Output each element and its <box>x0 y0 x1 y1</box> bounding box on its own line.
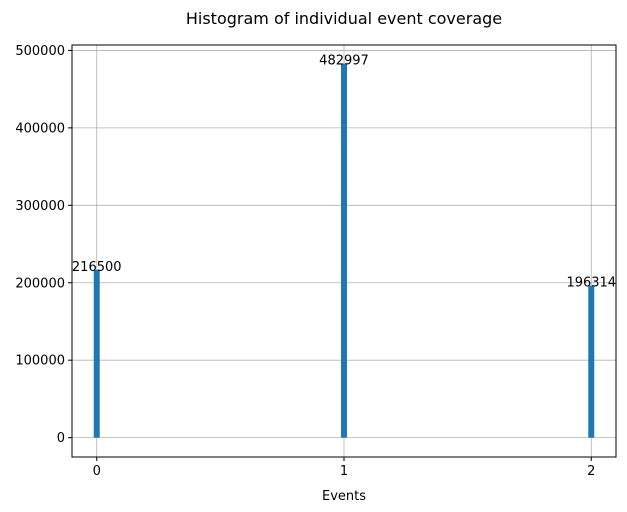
y-tick-label: 500000 <box>15 44 65 59</box>
y-tick-label: 100000 <box>15 354 65 369</box>
x-axis: 0 1 2 <box>93 457 595 479</box>
bar-layer <box>93 63 595 438</box>
bar-data-label: 482997 <box>319 54 369 69</box>
x-tick-label: 2 <box>587 464 595 479</box>
y-tick-label: 400000 <box>15 121 65 136</box>
bar-data-label: 196314 <box>566 276 616 291</box>
data-label-layer: 216500 482997 196314 <box>72 54 616 291</box>
y-tick-label: 300000 <box>15 199 65 214</box>
histogram-bar <box>588 285 595 438</box>
y-axis: 0 100000 200000 300000 400000 500000 <box>15 44 72 446</box>
histogram-bar <box>93 269 100 438</box>
x-tick-label: 0 <box>93 464 101 479</box>
x-tick-label: 1 <box>340 464 348 479</box>
y-tick-label: 0 <box>57 431 65 446</box>
x-axis-title: Events <box>322 489 366 504</box>
chart-title: Histogram of individual event coverage <box>186 9 502 28</box>
bar-data-label: 216500 <box>72 260 122 275</box>
y-tick-label: 200000 <box>15 276 65 291</box>
histogram-bar <box>341 63 347 438</box>
